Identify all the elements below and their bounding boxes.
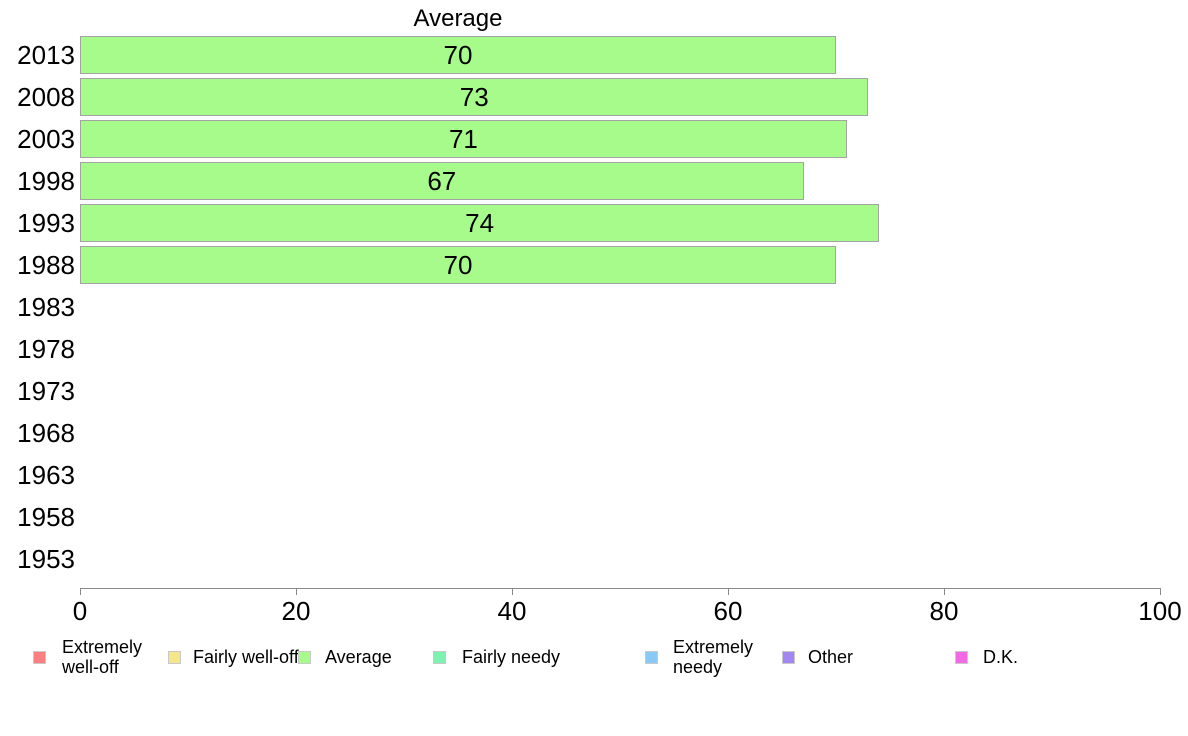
x-axis-tick-label-20: 20 xyxy=(281,596,311,626)
bar-1988: 70 xyxy=(80,246,836,284)
bar-value-label: 67 xyxy=(427,165,457,196)
x-axis-tick-100 xyxy=(1160,588,1161,595)
bar-value-label: 70 xyxy=(443,249,473,280)
y-axis-label-1968: 1968 xyxy=(17,417,75,448)
x-axis-tick-20 xyxy=(296,588,297,595)
chart-title: Average xyxy=(413,5,503,32)
legend-swatch-fairly-needy xyxy=(433,651,446,664)
x-axis-tick-label-60: 60 xyxy=(713,596,743,626)
legend-label-other: Other xyxy=(808,646,854,667)
bar-value-label: 73 xyxy=(459,81,489,112)
x-axis-tick-80 xyxy=(944,588,945,595)
y-axis-label-1963: 1963 xyxy=(17,459,75,490)
legend-label-fairly-needy: Fairly needy xyxy=(462,646,561,667)
legend-label-average: Average xyxy=(325,646,392,667)
y-axis-label-1998: 1998 xyxy=(17,165,75,196)
legend-swatch-extremely-needy xyxy=(645,651,658,664)
legend-swatch-d-k xyxy=(955,651,968,664)
bar-value-label: 74 xyxy=(465,207,495,238)
legend-swatch-average xyxy=(298,651,311,664)
bar-2013: 70 xyxy=(80,36,836,74)
y-axis-label-1973: 1973 xyxy=(17,375,75,406)
x-axis-tick-label-40: 40 xyxy=(497,596,527,626)
legend-label-fairly-well-off: Fairly well-off xyxy=(193,646,299,667)
bar-value-label: 70 xyxy=(443,39,473,70)
y-axis-label-1988: 1988 xyxy=(17,249,75,280)
x-axis-line xyxy=(80,588,1160,589)
legend-swatch-other xyxy=(782,651,795,664)
x-axis-tick-label-80: 80 xyxy=(929,596,959,626)
legend-label-d-k: D.K. xyxy=(983,646,1019,667)
x-axis-tick-label-100: 100 xyxy=(1138,596,1182,626)
y-axis-label-1993: 1993 xyxy=(17,207,75,238)
legend-swatch-extremely-well-off xyxy=(33,651,46,664)
x-axis-tick-40 xyxy=(512,588,513,595)
x-axis-tick-60 xyxy=(728,588,729,595)
y-axis-label-2003: 2003 xyxy=(17,123,75,154)
legend-swatch-fairly-well-off xyxy=(168,651,181,664)
bar-1993: 74 xyxy=(80,204,880,242)
bar-1998: 67 xyxy=(80,162,804,200)
y-axis-label-1958: 1958 xyxy=(17,501,75,532)
legend-label-extremely-well-off: Extremely well-off xyxy=(62,636,143,677)
x-axis-tick-label-0: 0 xyxy=(72,596,88,626)
bar-2008: 73 xyxy=(80,78,869,116)
y-axis-label-1983: 1983 xyxy=(17,291,75,322)
y-axis-label-2008: 2008 xyxy=(17,81,75,112)
y-axis-label-1978: 1978 xyxy=(17,333,75,364)
y-axis-label-1953: 1953 xyxy=(17,543,75,574)
bar-2003: 71 xyxy=(80,120,847,158)
bar-value-label: 71 xyxy=(448,123,478,154)
x-axis-tick-0 xyxy=(80,588,81,595)
y-axis-label-2013: 2013 xyxy=(17,39,75,70)
legend-label-extremely-needy: Extremely needy xyxy=(673,636,754,677)
